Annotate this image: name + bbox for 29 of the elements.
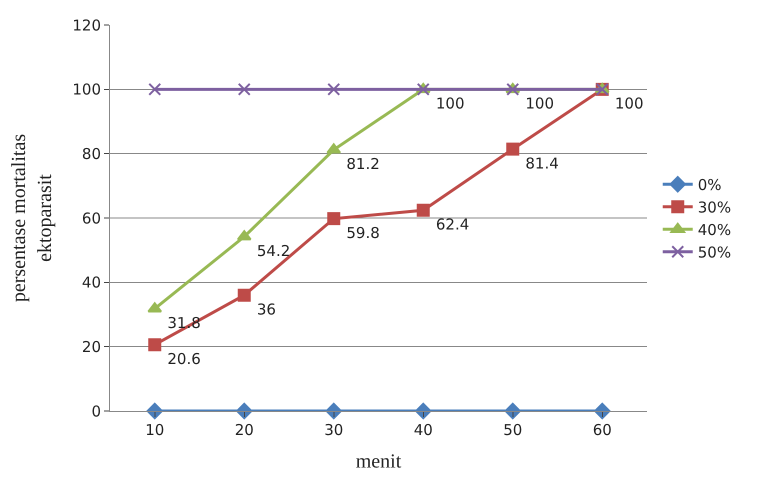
y-tick-label: 120 bbox=[72, 16, 101, 34]
x-tick-label: 50 bbox=[503, 421, 522, 439]
data-label: 59.8 bbox=[342, 224, 380, 242]
legend-label: 0% bbox=[698, 176, 722, 194]
data-label: 81.4 bbox=[520, 154, 559, 172]
x-tick-label: 30 bbox=[324, 421, 344, 439]
y-tick-label: 20 bbox=[82, 338, 101, 356]
legend-label: 30% bbox=[698, 198, 732, 217]
data-label: 81.2 bbox=[342, 154, 380, 173]
data-label: 100 bbox=[610, 94, 644, 112]
y-tick-label: 100 bbox=[72, 80, 101, 99]
legend-label: 40% bbox=[698, 221, 732, 240]
y-tick-label: 0 bbox=[91, 402, 101, 420]
x-tick-label: 20 bbox=[234, 421, 254, 439]
data-label: 100 bbox=[431, 94, 465, 112]
legend-label: 50% bbox=[698, 244, 732, 262]
data-label: 62.4 bbox=[431, 215, 470, 234]
data-label: 100 bbox=[520, 94, 554, 112]
y-axis-title: persentase mortalitas ektoparasit bbox=[8, 134, 56, 302]
x-tick-label: 60 bbox=[592, 421, 612, 439]
data-label: 20.6 bbox=[162, 350, 201, 368]
data-label: 54.2 bbox=[252, 242, 290, 260]
x-tick-label: 10 bbox=[145, 421, 164, 439]
y-tick-label: 80 bbox=[82, 144, 101, 163]
data-label: 36 bbox=[252, 300, 276, 318]
y-tick-label: 60 bbox=[82, 209, 101, 228]
y-tick-label: 40 bbox=[82, 274, 101, 292]
x-tick-label: 40 bbox=[414, 421, 433, 439]
x-axis-title: menit bbox=[356, 450, 402, 472]
